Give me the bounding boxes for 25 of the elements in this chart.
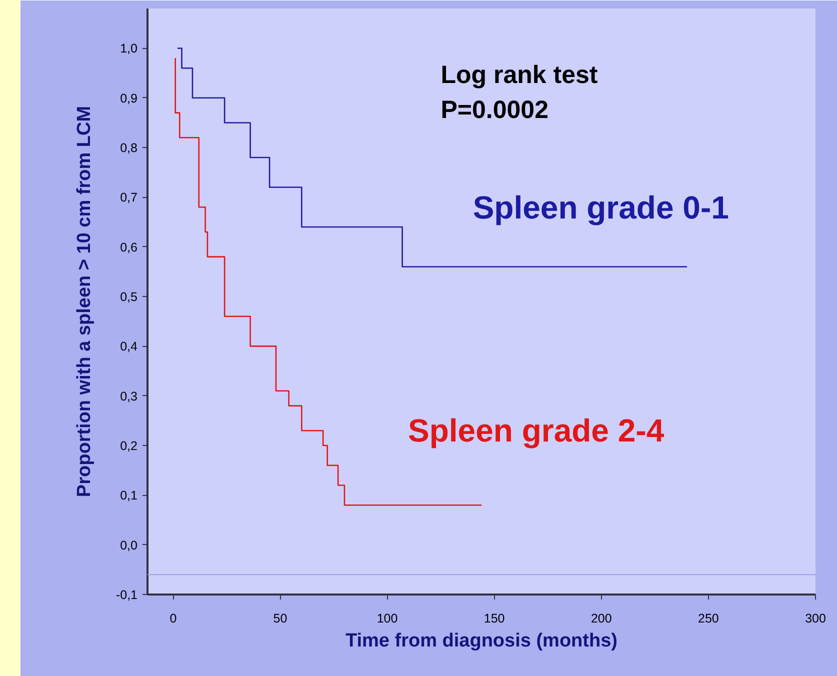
x-tick-label: 0	[170, 612, 177, 626]
y-tick-label: 0,5	[120, 290, 138, 304]
y-tick-label: 0,7	[120, 190, 138, 205]
y-axis-title: Proportion with a spleen > 10 cm from LCM	[74, 106, 95, 498]
y-tick-label: 0,0	[120, 538, 138, 552]
series-label: Spleen grade 0-1	[472, 189, 729, 226]
y-tick-label: 0,1	[120, 488, 138, 503]
annotation: Log rank test	[440, 60, 598, 89]
y-tick-label: -0,1	[116, 588, 138, 602]
x-tick-label: 150	[484, 612, 505, 626]
x-tick-label: 100	[376, 612, 398, 626]
x-tick-label: 50	[273, 612, 288, 626]
y-tick-label: 1,0	[120, 42, 138, 56]
y-tick-label: 0,6	[120, 240, 138, 254]
x-tick-label: 250	[698, 612, 719, 626]
y-tick-label: 0,3	[120, 389, 138, 404]
annotation: P=0.0002	[440, 96, 548, 124]
y-tick-label: 0,4	[120, 340, 138, 354]
y-tick-label: 0,9	[120, 91, 138, 106]
y-tick-label: 0,2	[120, 439, 138, 454]
x-tick-label: 300	[805, 612, 826, 626]
y-tick-label: 0,8	[120, 141, 138, 156]
series-label: Spleen grade 2-4	[408, 412, 664, 449]
x-axis-title: Time from diagnosis (months)	[346, 630, 618, 652]
x-tick-label: 200	[590, 612, 612, 626]
